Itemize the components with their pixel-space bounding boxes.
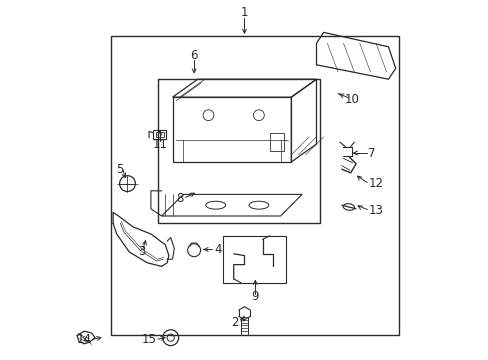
Text: 14: 14	[76, 333, 91, 346]
Text: 13: 13	[368, 204, 383, 217]
Text: 3: 3	[138, 245, 145, 258]
Text: 2: 2	[231, 316, 239, 329]
Text: 12: 12	[368, 177, 383, 190]
Bar	[153, 130, 166, 139]
Text: 10: 10	[345, 93, 359, 105]
Text: 15: 15	[141, 333, 156, 346]
Bar	[223, 236, 285, 283]
Bar	[269, 133, 284, 151]
Text: 9: 9	[251, 291, 259, 303]
Text: 5: 5	[116, 163, 124, 176]
Text: 8: 8	[176, 192, 183, 204]
Bar	[158, 79, 320, 223]
Text: 1: 1	[240, 6, 248, 19]
Bar	[156, 132, 163, 137]
Text: 11: 11	[152, 138, 167, 150]
Text: 6: 6	[190, 49, 198, 62]
Bar	[111, 36, 399, 335]
Text: 4: 4	[213, 243, 221, 256]
Text: 7: 7	[367, 147, 375, 159]
